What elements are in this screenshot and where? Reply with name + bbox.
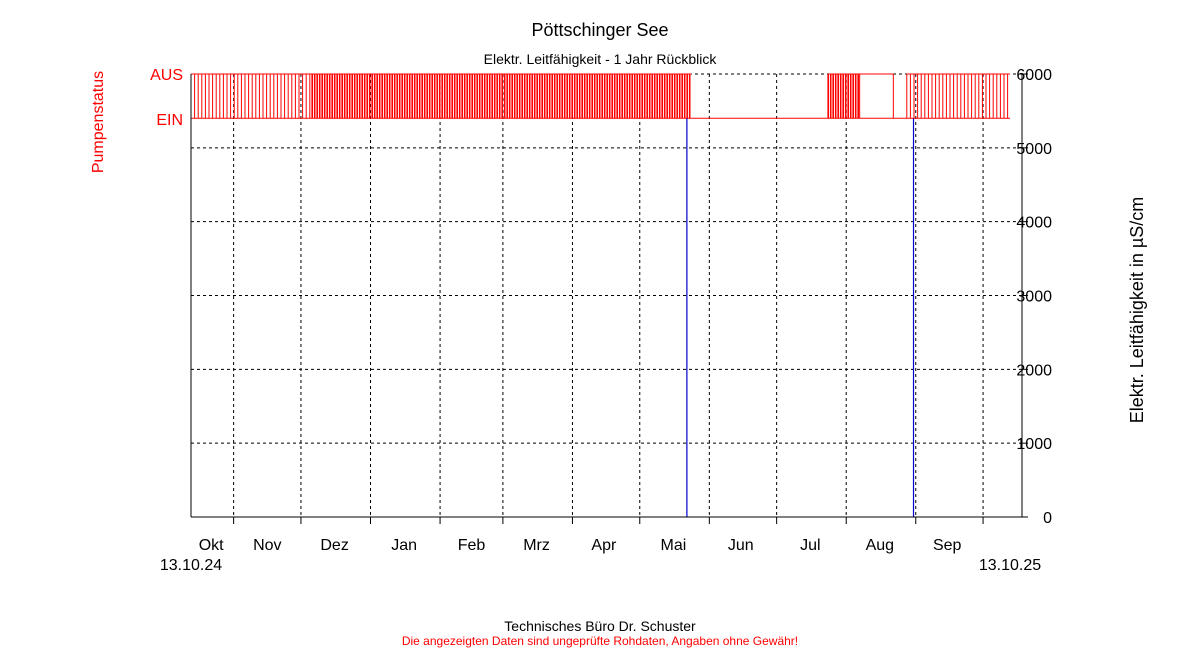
pump-axis-label: Pumpenstatus: [90, 71, 107, 173]
x-tick-label-7: Mai: [661, 537, 687, 554]
x-tick-label-4: Feb: [458, 537, 486, 554]
axes: [190, 73, 1028, 524]
y-tick-label-6: 6000: [1016, 67, 1052, 84]
y-tick-label-2: 2000: [1016, 362, 1052, 379]
y-tick-label-1: 1000: [1016, 436, 1052, 453]
x-tick-label-11: Sep: [933, 537, 962, 554]
pump-switch-lines-0: [190, 74, 311, 119]
y-tick-label-0: 0: [1043, 510, 1052, 527]
grid-lines: [191, 73, 1022, 517]
x-tick-label-3: Jan: [391, 537, 417, 554]
y-axis-title: Elektr. Leitfähigkeit in µS/cm: [1127, 197, 1147, 423]
x-tick-label-8: Jun: [728, 537, 754, 554]
x-tick-label-2: Dez: [320, 537, 348, 554]
x-start-date-label: 13.10.24: [160, 557, 222, 574]
footer-disclaimer: Die angezeigten Daten sind ungeprüfte Ro…: [402, 634, 798, 648]
conductivity-series: [686, 118, 915, 517]
y-tick-label-5: 5000: [1016, 141, 1052, 158]
x-tick-label-0: Okt: [199, 537, 224, 554]
x-tick-label-9: Jul: [800, 537, 820, 554]
x-tick-label-1: Nov: [253, 537, 281, 554]
chart-subtitle: Elektr. Leitfähigkeit - 1 Jahr Rückblick: [484, 51, 718, 67]
pump-switching-block-0: [190, 73, 313, 119]
x-tick-labels: Okt Nov Dez Jan Feb Mrz Apr Mai Jun Jul Aug Sep: [199, 537, 962, 554]
pump-switching-block-3: [906, 73, 1010, 119]
y-tick-label-3: 3000: [1016, 289, 1052, 306]
pump-switch-lines-3: [906, 74, 1009, 119]
pump-switch-lines-1: [311, 74, 691, 119]
pump-ein-label: EIN: [156, 112, 183, 129]
pump-off-period-0: [859, 73, 894, 119]
y-tick-label-4: 4000: [1016, 215, 1052, 232]
x-tick-label-6: Apr: [591, 537, 617, 554]
pump-status-series: [190, 73, 1010, 119]
y-tick-labels: 0 1000 2000 3000 4000 5000 6000: [1016, 67, 1052, 527]
chart-title: Pöttschinger See: [531, 20, 668, 40]
pump-aus-label: AUS: [150, 67, 183, 84]
pump-switch-lines-2: [827, 74, 859, 119]
x-tick-label-5: Mrz: [523, 537, 550, 554]
x-end-date-label: 13.10.25: [979, 557, 1041, 574]
pump-switching-block-2: [827, 73, 860, 119]
x-tick-label-10: Aug: [866, 537, 894, 554]
footer-credit: Technisches Büro Dr. Schuster: [504, 618, 696, 634]
pump-switching-block-1: [311, 73, 692, 119]
